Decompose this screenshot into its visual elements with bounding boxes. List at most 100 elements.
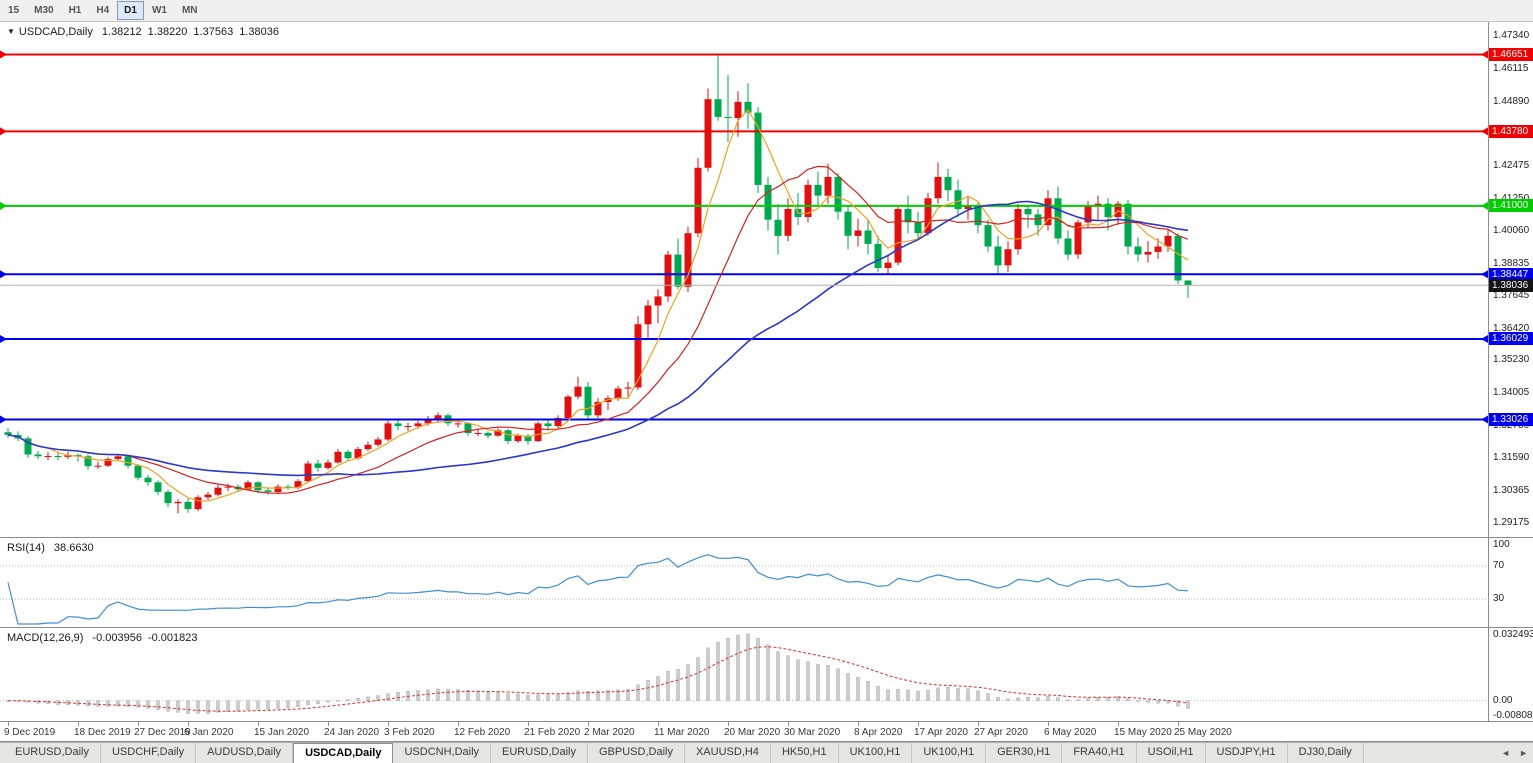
chart-tabs-list: EURUSD,Daily USDCHF,Daily AUDUSD,Daily USDC… (0, 743, 1364, 763)
macd-axis-tick-label: 0.00 (1493, 694, 1513, 706)
chart-tab-usdjpy-h1[interactable]: USDJPY,H1 (1206, 743, 1288, 763)
date-label: 2 Mar 2020 (584, 727, 635, 738)
support-resistance-badge: 1.33026 (1489, 412, 1533, 426)
date-tick (188, 722, 189, 726)
rsi-header: RSI(14) 38.6630 (7, 542, 100, 554)
date-label: 17 Apr 2020 (914, 727, 968, 738)
price-axis-tick-label: 1.40060 (1493, 225, 1530, 236)
rsi-axis-tick-label: 100 (1493, 539, 1510, 550)
date-label: 15 Jan 2020 (254, 727, 310, 738)
macd-indicator-label: MACD(12,26,9) (7, 632, 84, 644)
date-label: 30 Mar 2020 (784, 727, 841, 738)
support-resistance-badge: 1.43780 (1489, 124, 1533, 138)
date-label: 11 Mar 2020 (654, 727, 710, 738)
price-chart-panel[interactable]: ▼ USDCAD,Daily 1.38212 1.38220 1.37563 1.3803… (0, 22, 1533, 538)
date-tick (528, 722, 529, 726)
price-axis-tick-label: 1.44890 (1493, 95, 1530, 107)
ma-line-34 (7, 200, 1189, 477)
date-tick (328, 722, 329, 726)
chart-tab-audusd-daily[interactable]: AUDUSD,Daily (196, 743, 294, 763)
macd-header: MACD(12,26,9) -0.003956 -0.001823 (7, 632, 204, 644)
rsi-value: 38.6630 (53, 542, 94, 554)
date-tick (658, 722, 659, 726)
timeframe-button-15[interactable]: 15 (8, 5, 20, 16)
chart-tab-ger30-h1[interactable]: GER30,H1 (986, 743, 1063, 763)
date-label: 8 Apr 2020 (854, 727, 903, 738)
date-label: 21 Feb 2020 (524, 727, 581, 738)
chart-tab-usdcad-daily[interactable]: USDCAD,Daily (293, 743, 394, 763)
chart-tab-gbpusd-daily[interactable]: GBPUSD,Daily (588, 743, 685, 763)
date-label: 25 May 2020 (1174, 727, 1232, 738)
support-resistance-badge: 1.46651 (1489, 47, 1533, 61)
date-label: 15 May 2020 (1114, 727, 1172, 738)
date-tick (388, 722, 389, 726)
rsi-canvas[interactable] (0, 538, 1488, 627)
price-chart-canvas[interactable] (0, 22, 1488, 537)
chart-tab-fra40-h1[interactable]: FRA40,H1 (1062, 743, 1137, 763)
price-axis-tick-label: 1.31590 (1493, 451, 1530, 463)
date-label: 24 Jan 2020 (324, 727, 380, 738)
macd-signal-line (8, 646, 1189, 712)
chart-tab-xauusd-h4[interactable]: XAUUSD,H4 (685, 743, 771, 763)
date-label: 18 Dec 2019 (74, 727, 131, 738)
chart-tabs-bar: EURUSD,Daily USDCHF,Daily AUDUSD,Daily USDC… (0, 742, 1533, 763)
price-axis-tick-label: 1.36420 (1493, 322, 1530, 334)
date-tick (918, 722, 919, 726)
current-price-badge: 1.38036 (1489, 278, 1533, 292)
date-tick (588, 722, 589, 726)
price-axis-tick-label: 1.34005 (1493, 387, 1530, 399)
date-label: 6 Jan 2020 (184, 727, 234, 738)
ohlc-close: 1.38036 (239, 26, 279, 38)
chart-tab-eurusd-daily[interactable]: EURUSD,Daily (4, 743, 101, 763)
timeframe-button-mn[interactable]: MN (181, 5, 198, 16)
timeframe-button-h4[interactable]: H4 (96, 5, 110, 16)
date-tick (728, 722, 729, 726)
price-axis-tick-label: 1.46115 (1493, 62, 1529, 74)
chart-tab-hk50-h1[interactable]: HK50,H1 (771, 743, 839, 763)
price-axis-tick-label: 1.47340 (1493, 29, 1530, 41)
timeframe-button-d1[interactable]: D1 (117, 1, 144, 20)
date-axis[interactable]: 9 Dec 2019 18 Dec 2019 27 Dec 2019 6 Jan 20… (0, 722, 1533, 742)
price-axis-tick-label: 1.38835 (1493, 257, 1530, 269)
chart-tab-usdcnh-daily[interactable]: USDCNH,Daily (393, 743, 492, 763)
macd-panel[interactable]: MACD(12,26,9) -0.003956 -0.001823 (0, 628, 1533, 722)
date-tick (858, 722, 859, 726)
tabs-scroll-left-button[interactable]: ◄ (1501, 748, 1511, 758)
chart-tab-uk100-h1[interactable]: UK100,H1 (912, 743, 987, 763)
chart-symbol-label: USDCAD,Daily (18, 26, 93, 38)
date-label: 27 Dec 2019 (134, 727, 191, 738)
chart-tab-uk100-h1[interactable]: UK100,H1 (839, 743, 913, 763)
price-axis-tick-label: 1.42475 (1493, 160, 1530, 172)
date-label: 12 Feb 2020 (454, 727, 511, 738)
date-label: 6 May 2020 (1044, 727, 1097, 738)
date-label: 3 Feb 2020 (384, 727, 435, 738)
macd-main-value: -0.003956 (92, 632, 142, 644)
date-tick (1178, 722, 1179, 726)
macd-canvas[interactable] (0, 628, 1488, 721)
ma-line-13 (7, 165, 1189, 494)
chart-tab-eurusd-daily[interactable]: EURUSD,Daily (491, 743, 588, 763)
support-resistance-badge: 1.36029 (1489, 332, 1533, 346)
chart-tab-usdchf-daily[interactable]: USDCHF,Daily (101, 743, 197, 763)
chevron-down-icon[interactable]: ▼ (7, 27, 15, 36)
timeframe-toolbar: 15 M30 H1 H4 D1 W1 MN (0, 0, 1533, 22)
chart-tab-usoil-h1[interactable]: USOil,H1 (1137, 743, 1206, 763)
rsi-axis-tick-label: 70 (1493, 559, 1505, 571)
macd-signal-value: -0.001823 (147, 632, 198, 644)
date-tick (138, 722, 139, 726)
timeframe-button-m30[interactable]: M30 (34, 5, 54, 16)
macd-axis-tick-label: -0.008086 (1493, 710, 1533, 721)
date-tick (78, 722, 79, 726)
timeframe-button-h1[interactable]: H1 (68, 5, 82, 16)
macd-histogram (6, 633, 1190, 714)
tabs-scroll-right-button[interactable]: ► (1519, 748, 1528, 758)
date-tick (258, 722, 259, 726)
rsi-line (7, 554, 1189, 625)
horizontal-lines-group (0, 50, 1488, 424)
date-label: 20 Mar 2020 (724, 727, 781, 738)
chart-tab-dj30-daily[interactable]: DJ30,Daily (1288, 743, 1364, 763)
rsi-panel[interactable]: RSI(14) 38.6630 (0, 538, 1533, 628)
timeframe-button-w1[interactable]: W1 (151, 5, 167, 16)
tabs-navigation: ◄ ► (1501, 743, 1528, 763)
